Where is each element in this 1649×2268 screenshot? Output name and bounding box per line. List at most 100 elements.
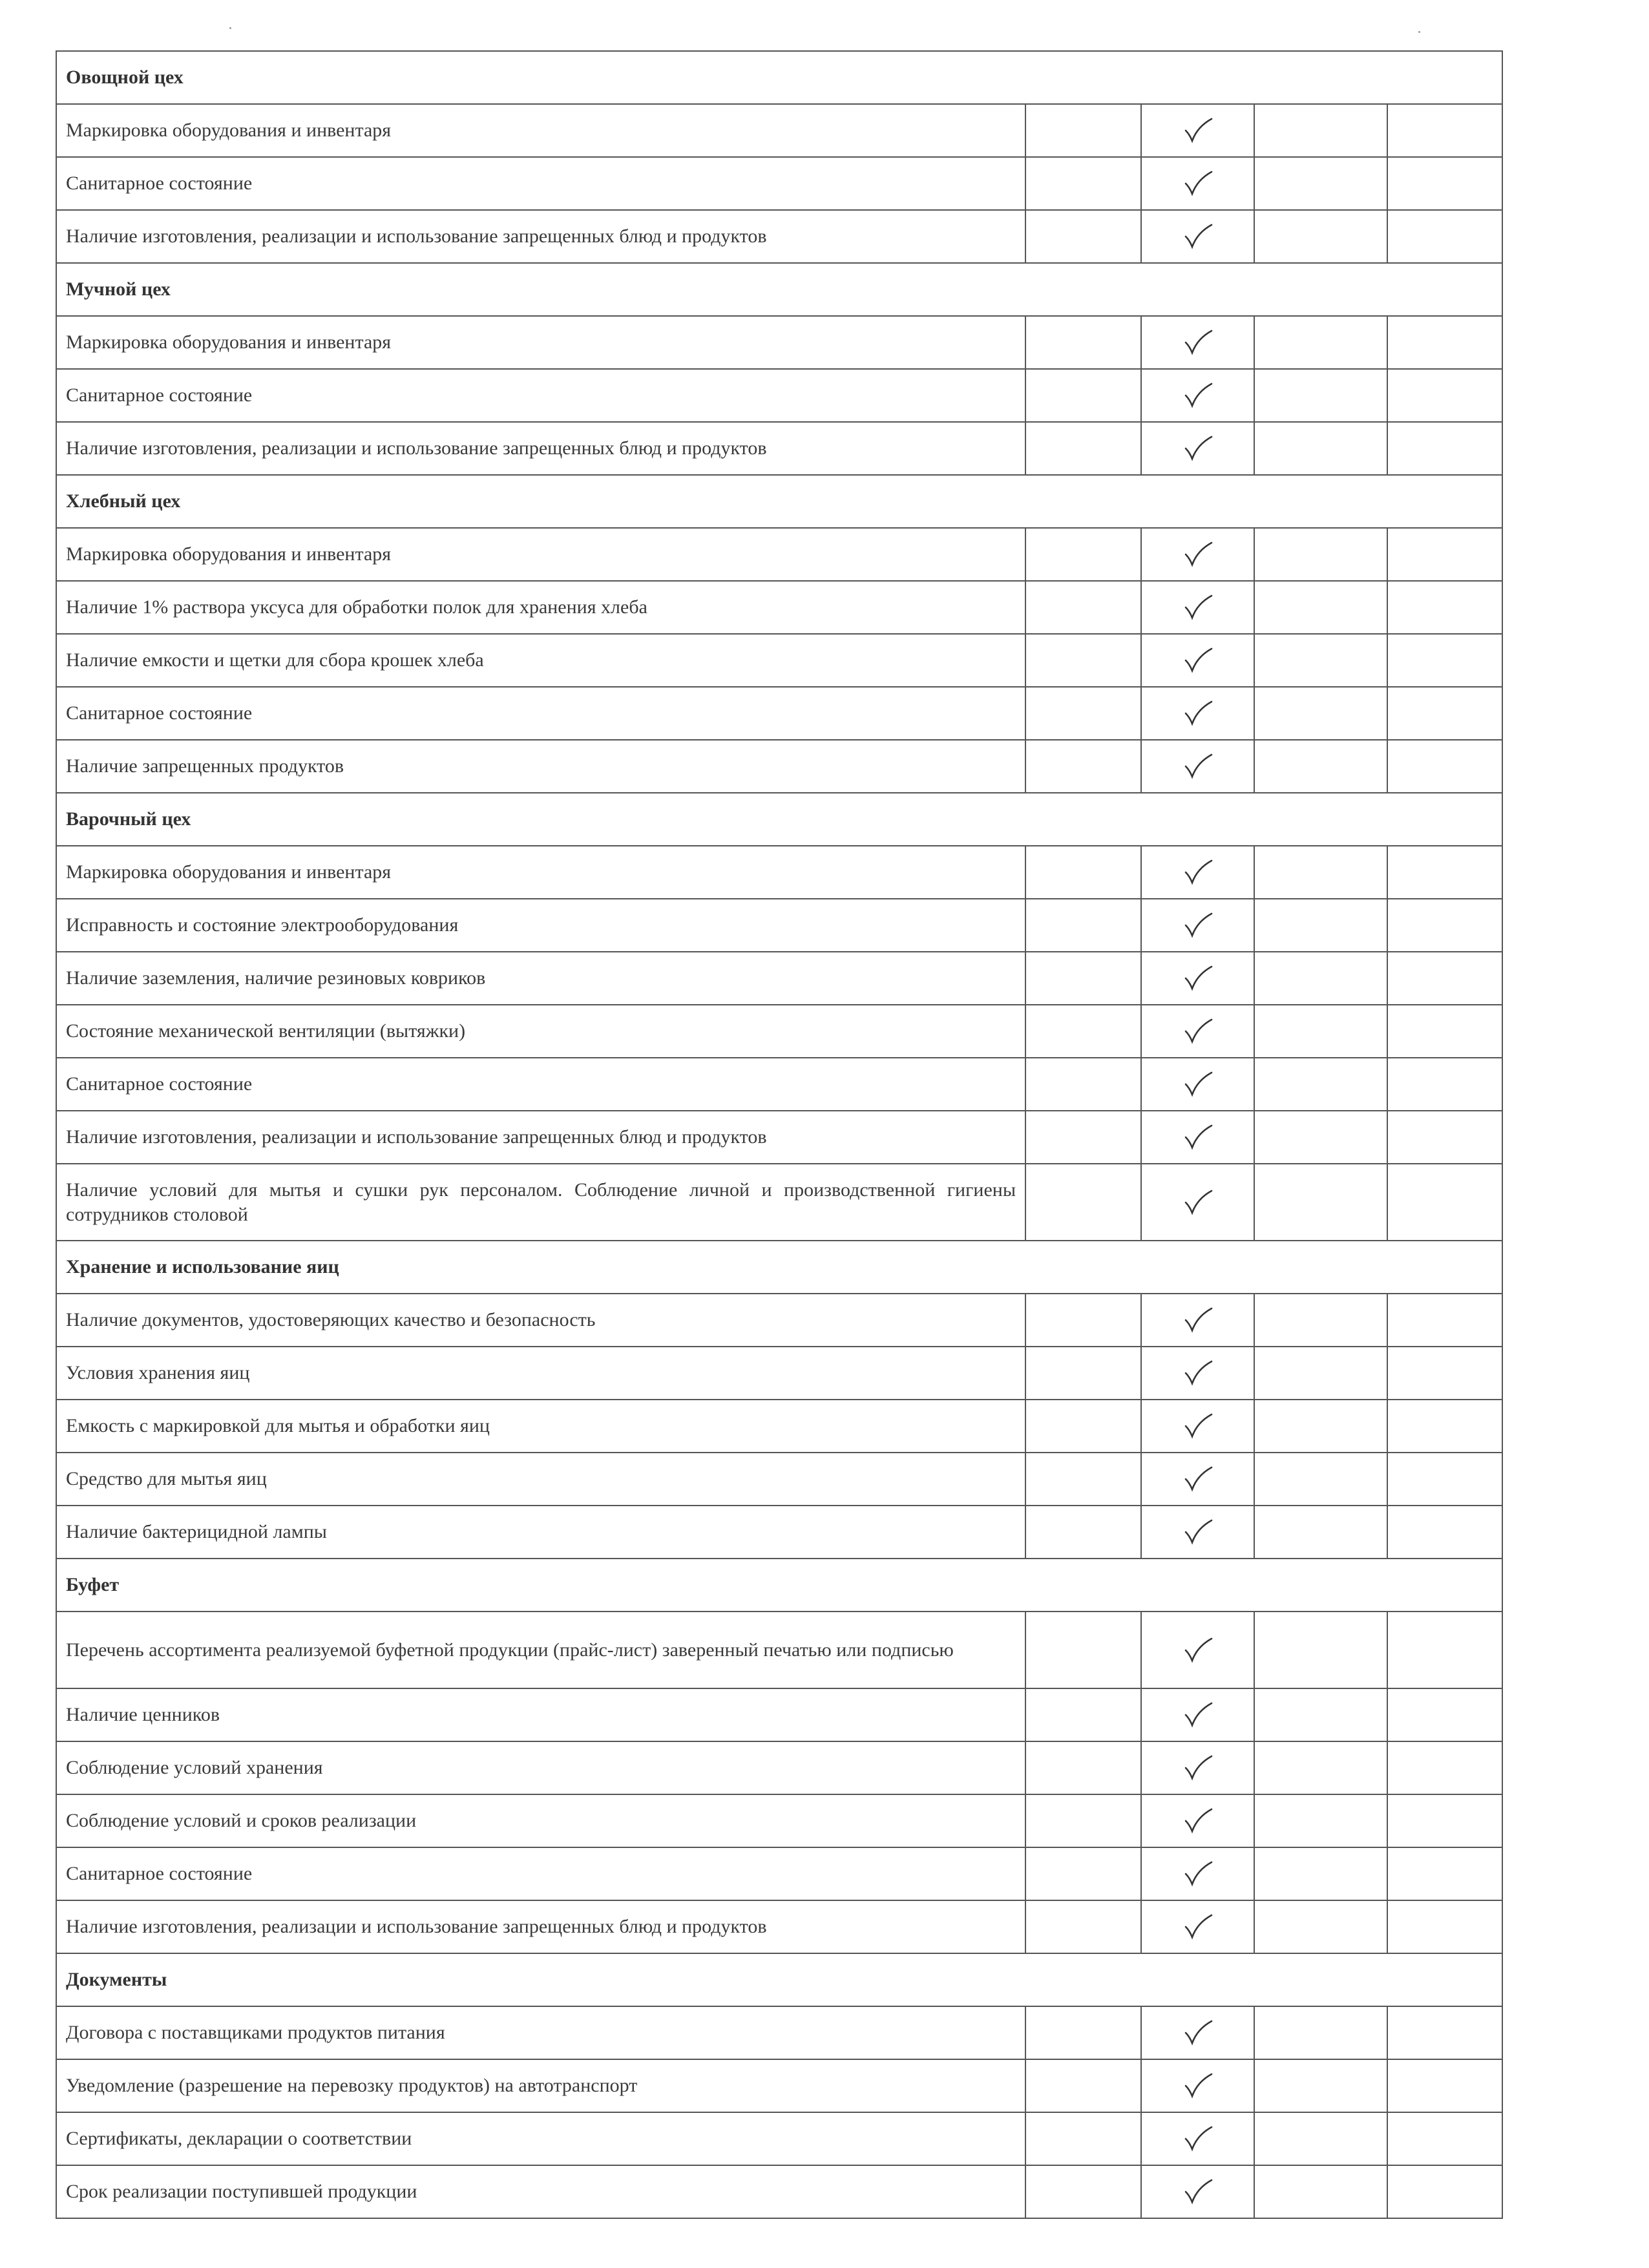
- cell-col-1[interactable]: [1025, 1794, 1142, 1848]
- cell-col-4[interactable]: [1386, 1163, 1504, 1241]
- cell-col-4[interactable]: [1386, 1452, 1504, 1506]
- cell-col-3[interactable]: [1254, 527, 1388, 582]
- cell-col-2-check[interactable]: [1140, 1741, 1255, 1795]
- cell-col-3[interactable]: [1254, 1794, 1388, 1848]
- cell-col-4[interactable]: [1386, 898, 1504, 952]
- cell-col-4[interactable]: [1386, 1505, 1504, 1559]
- cell-col-2-check[interactable]: [1140, 1900, 1255, 1954]
- cell-col-4[interactable]: [1386, 2112, 1504, 2166]
- cell-col-3[interactable]: [1254, 1399, 1388, 1453]
- cell-col-1[interactable]: [1025, 1293, 1142, 1347]
- cell-col-4[interactable]: [1386, 156, 1504, 211]
- cell-col-1[interactable]: [1025, 951, 1142, 1005]
- cell-col-1[interactable]: [1025, 103, 1142, 158]
- cell-col-1[interactable]: [1025, 1847, 1142, 1901]
- cell-col-4[interactable]: [1386, 421, 1504, 476]
- cell-col-4[interactable]: [1386, 1794, 1504, 1848]
- cell-col-1[interactable]: [1025, 1452, 1142, 1506]
- cell-col-3[interactable]: [1254, 1110, 1388, 1164]
- cell-col-1[interactable]: [1025, 2112, 1142, 2166]
- cell-col-2-check[interactable]: [1140, 580, 1255, 635]
- cell-col-3[interactable]: [1254, 103, 1388, 158]
- cell-col-4[interactable]: [1386, 633, 1504, 688]
- cell-col-3[interactable]: [1254, 1611, 1388, 1689]
- cell-col-2-check[interactable]: [1140, 2059, 1255, 2113]
- cell-col-1[interactable]: [1025, 1688, 1142, 1742]
- cell-col-3[interactable]: [1254, 1900, 1388, 1954]
- cell-col-2-check[interactable]: [1140, 1057, 1255, 1111]
- cell-col-4[interactable]: [1386, 845, 1504, 899]
- cell-col-2-check[interactable]: [1140, 368, 1255, 423]
- cell-col-4[interactable]: [1386, 580, 1504, 635]
- cell-col-1[interactable]: [1025, 368, 1142, 423]
- cell-col-1[interactable]: [1025, 1004, 1142, 1058]
- cell-col-4[interactable]: [1386, 1004, 1504, 1058]
- cell-col-2-check[interactable]: [1140, 1688, 1255, 1742]
- cell-col-4[interactable]: [1386, 209, 1504, 264]
- cell-col-3[interactable]: [1254, 739, 1388, 793]
- cell-col-4[interactable]: [1386, 1688, 1504, 1742]
- cell-col-2-check[interactable]: [1140, 1611, 1255, 1689]
- cell-col-1[interactable]: [1025, 209, 1142, 264]
- cell-col-2-check[interactable]: [1140, 898, 1255, 952]
- cell-col-4[interactable]: [1386, 739, 1504, 793]
- cell-col-2-check[interactable]: [1140, 1452, 1255, 1506]
- cell-col-2-check[interactable]: [1140, 951, 1255, 1005]
- cell-col-4[interactable]: [1386, 1293, 1504, 1347]
- cell-col-2-check[interactable]: [1140, 1505, 1255, 1559]
- cell-col-3[interactable]: [1254, 2059, 1388, 2113]
- cell-col-1[interactable]: [1025, 1741, 1142, 1795]
- cell-col-1[interactable]: [1025, 156, 1142, 211]
- cell-col-3[interactable]: [1254, 368, 1388, 423]
- cell-col-4[interactable]: [1386, 951, 1504, 1005]
- cell-col-4[interactable]: [1386, 2059, 1504, 2113]
- cell-col-2-check[interactable]: [1140, 103, 1255, 158]
- cell-col-3[interactable]: [1254, 421, 1388, 476]
- cell-col-4[interactable]: [1386, 686, 1504, 740]
- cell-col-2-check[interactable]: [1140, 1399, 1255, 1453]
- cell-col-2-check[interactable]: [1140, 739, 1255, 793]
- cell-col-4[interactable]: [1386, 1847, 1504, 1901]
- cell-col-3[interactable]: [1254, 1057, 1388, 1111]
- cell-col-2-check[interactable]: [1140, 1847, 1255, 1901]
- cell-col-4[interactable]: [1386, 103, 1504, 158]
- cell-col-3[interactable]: [1254, 1293, 1388, 1347]
- cell-col-3[interactable]: [1254, 1452, 1388, 1506]
- cell-col-1[interactable]: [1025, 2006, 1142, 2060]
- cell-col-1[interactable]: [1025, 580, 1142, 635]
- cell-col-1[interactable]: [1025, 845, 1142, 899]
- cell-col-3[interactable]: [1254, 633, 1388, 688]
- cell-col-4[interactable]: [1386, 315, 1504, 370]
- cell-col-1[interactable]: [1025, 1399, 1142, 1453]
- cell-col-3[interactable]: [1254, 951, 1388, 1005]
- cell-col-2-check[interactable]: [1140, 1293, 1255, 1347]
- cell-col-3[interactable]: [1254, 1688, 1388, 1742]
- cell-col-2-check[interactable]: [1140, 421, 1255, 476]
- cell-col-1[interactable]: [1025, 1110, 1142, 1164]
- cell-col-4[interactable]: [1386, 1900, 1504, 1954]
- cell-col-1[interactable]: [1025, 686, 1142, 740]
- cell-col-3[interactable]: [1254, 1346, 1388, 1400]
- cell-col-4[interactable]: [1386, 1057, 1504, 1111]
- cell-col-2-check[interactable]: [1140, 686, 1255, 740]
- cell-col-3[interactable]: [1254, 2165, 1388, 2219]
- cell-col-4[interactable]: [1386, 1611, 1504, 1689]
- cell-col-4[interactable]: [1386, 1110, 1504, 1164]
- cell-col-3[interactable]: [1254, 686, 1388, 740]
- cell-col-2-check[interactable]: [1140, 156, 1255, 211]
- cell-col-1[interactable]: [1025, 2165, 1142, 2219]
- cell-col-2-check[interactable]: [1140, 1163, 1255, 1241]
- cell-col-2-check[interactable]: [1140, 633, 1255, 688]
- cell-col-3[interactable]: [1254, 156, 1388, 211]
- cell-col-4[interactable]: [1386, 1399, 1504, 1453]
- cell-col-2-check[interactable]: [1140, 845, 1255, 899]
- cell-col-3[interactable]: [1254, 209, 1388, 264]
- cell-col-4[interactable]: [1386, 368, 1504, 423]
- cell-col-3[interactable]: [1254, 1847, 1388, 1901]
- cell-col-3[interactable]: [1254, 2006, 1388, 2060]
- cell-col-4[interactable]: [1386, 1346, 1504, 1400]
- cell-col-3[interactable]: [1254, 845, 1388, 899]
- cell-col-3[interactable]: [1254, 898, 1388, 952]
- cell-col-1[interactable]: [1025, 1900, 1142, 1954]
- cell-col-2-check[interactable]: [1140, 209, 1255, 264]
